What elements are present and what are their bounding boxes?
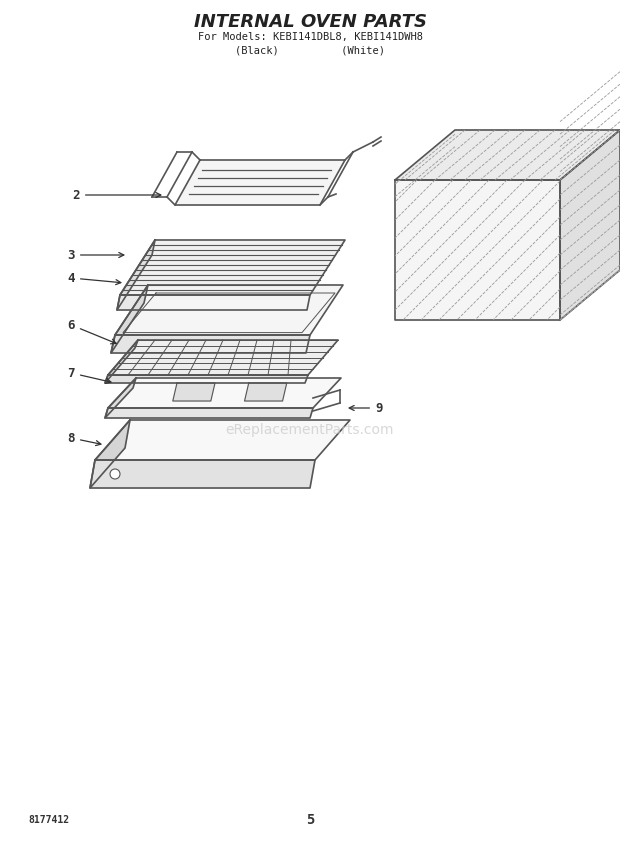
Text: 9: 9: [349, 401, 383, 414]
Polygon shape: [115, 285, 343, 335]
Polygon shape: [105, 340, 138, 383]
Text: INTERNAL OVEN PARTS: INTERNAL OVEN PARTS: [193, 13, 427, 31]
Polygon shape: [395, 130, 620, 180]
Polygon shape: [120, 240, 345, 295]
Text: 8: 8: [68, 431, 101, 446]
Polygon shape: [395, 180, 560, 320]
Text: For Models: KEBI141DBL8, KEBI141DWH8: For Models: KEBI141DBL8, KEBI141DWH8: [198, 32, 422, 42]
Text: (Black)          (White): (Black) (White): [235, 45, 385, 55]
Text: 4: 4: [68, 271, 121, 285]
Text: 7: 7: [68, 366, 111, 383]
Polygon shape: [95, 420, 350, 460]
Text: eReplacementParts.com: eReplacementParts.com: [226, 423, 394, 437]
Polygon shape: [111, 335, 310, 353]
Polygon shape: [108, 340, 338, 375]
Text: 6: 6: [68, 318, 116, 344]
Polygon shape: [105, 378, 136, 418]
Text: 5: 5: [306, 813, 314, 827]
Text: 2: 2: [73, 188, 161, 201]
Text: 8177412: 8177412: [28, 815, 69, 825]
Polygon shape: [117, 240, 155, 310]
Text: 3: 3: [68, 248, 124, 261]
Polygon shape: [173, 383, 215, 401]
Polygon shape: [244, 383, 286, 401]
Polygon shape: [111, 285, 148, 353]
Polygon shape: [105, 408, 313, 418]
Polygon shape: [108, 378, 341, 408]
Polygon shape: [105, 375, 308, 383]
Polygon shape: [90, 460, 315, 488]
Polygon shape: [90, 420, 130, 488]
Circle shape: [110, 469, 120, 479]
Polygon shape: [175, 160, 345, 205]
Polygon shape: [560, 130, 620, 320]
Polygon shape: [117, 295, 310, 310]
